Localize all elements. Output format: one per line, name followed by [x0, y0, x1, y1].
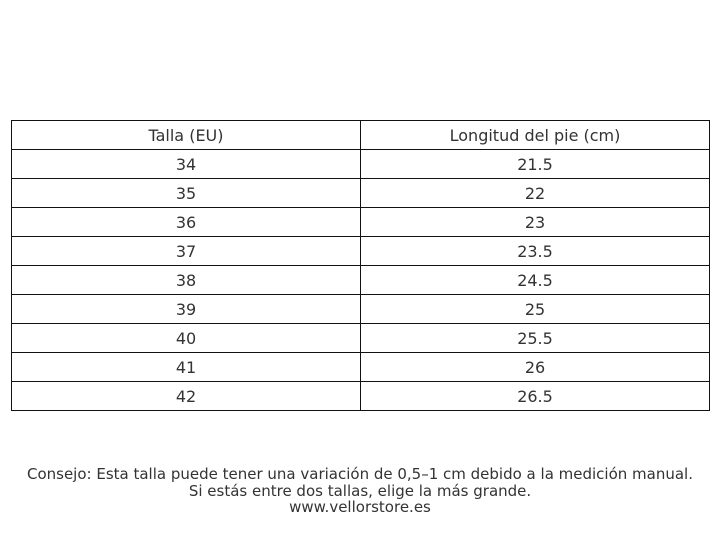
size-table: Talla (EU) Longitud del pie (cm) 34 21.5 3…: [11, 120, 710, 411]
table-cell: 41: [11, 352, 361, 382]
table-row: 42 26.5: [11, 381, 710, 411]
header-cell: Talla (EU): [11, 120, 361, 150]
table-cell: 38: [11, 265, 361, 295]
table-row: 38 24.5: [11, 265, 710, 295]
table-cell: 24.5: [360, 265, 710, 295]
table-cell: 26.5: [360, 381, 710, 411]
table-cell: 39: [11, 294, 361, 324]
table-row: 34 21.5: [11, 149, 710, 179]
table-cell: 22: [360, 178, 710, 208]
table-body: 34 21.5 35 22 36 23 37 23.5 38 24.5 39 25 40 25.5 41 26…: [11, 149, 710, 411]
table-cell: 36: [11, 207, 361, 237]
table-cell: 40: [11, 323, 361, 353]
table-cell: 25.5: [360, 323, 710, 353]
table-row: 37 23.5: [11, 236, 710, 266]
table-cell: 23: [360, 207, 710, 237]
table-row: 35 22: [11, 178, 710, 208]
table-cell: 37: [11, 236, 361, 266]
table-row: 41 26: [11, 352, 710, 382]
footer-note: Consejo: Esta talla puede tener una vari…: [0, 466, 720, 516]
table-cell: 35: [11, 178, 361, 208]
table-row: 40 25.5: [11, 323, 710, 353]
table-cell: 26: [360, 352, 710, 382]
table-cell: 23.5: [360, 236, 710, 266]
website: www.vellorstore.es: [289, 498, 431, 516]
header-cell: Longitud del pie (cm): [360, 120, 710, 150]
table-row: 39 25: [11, 294, 710, 324]
header-row: Talla (EU) Longitud del pie (cm): [11, 120, 710, 150]
table-cell: 42: [11, 381, 361, 411]
table-cell: 34: [11, 149, 361, 179]
note-line: Consejo: Esta talla puede tener una vari…: [26, 465, 693, 483]
table-cell: 25: [360, 294, 710, 324]
note-line: Si estás entre dos tallas, elige la más …: [188, 481, 532, 500]
table-row: 36 23: [11, 207, 710, 237]
table-cell: 21.5: [360, 149, 710, 179]
